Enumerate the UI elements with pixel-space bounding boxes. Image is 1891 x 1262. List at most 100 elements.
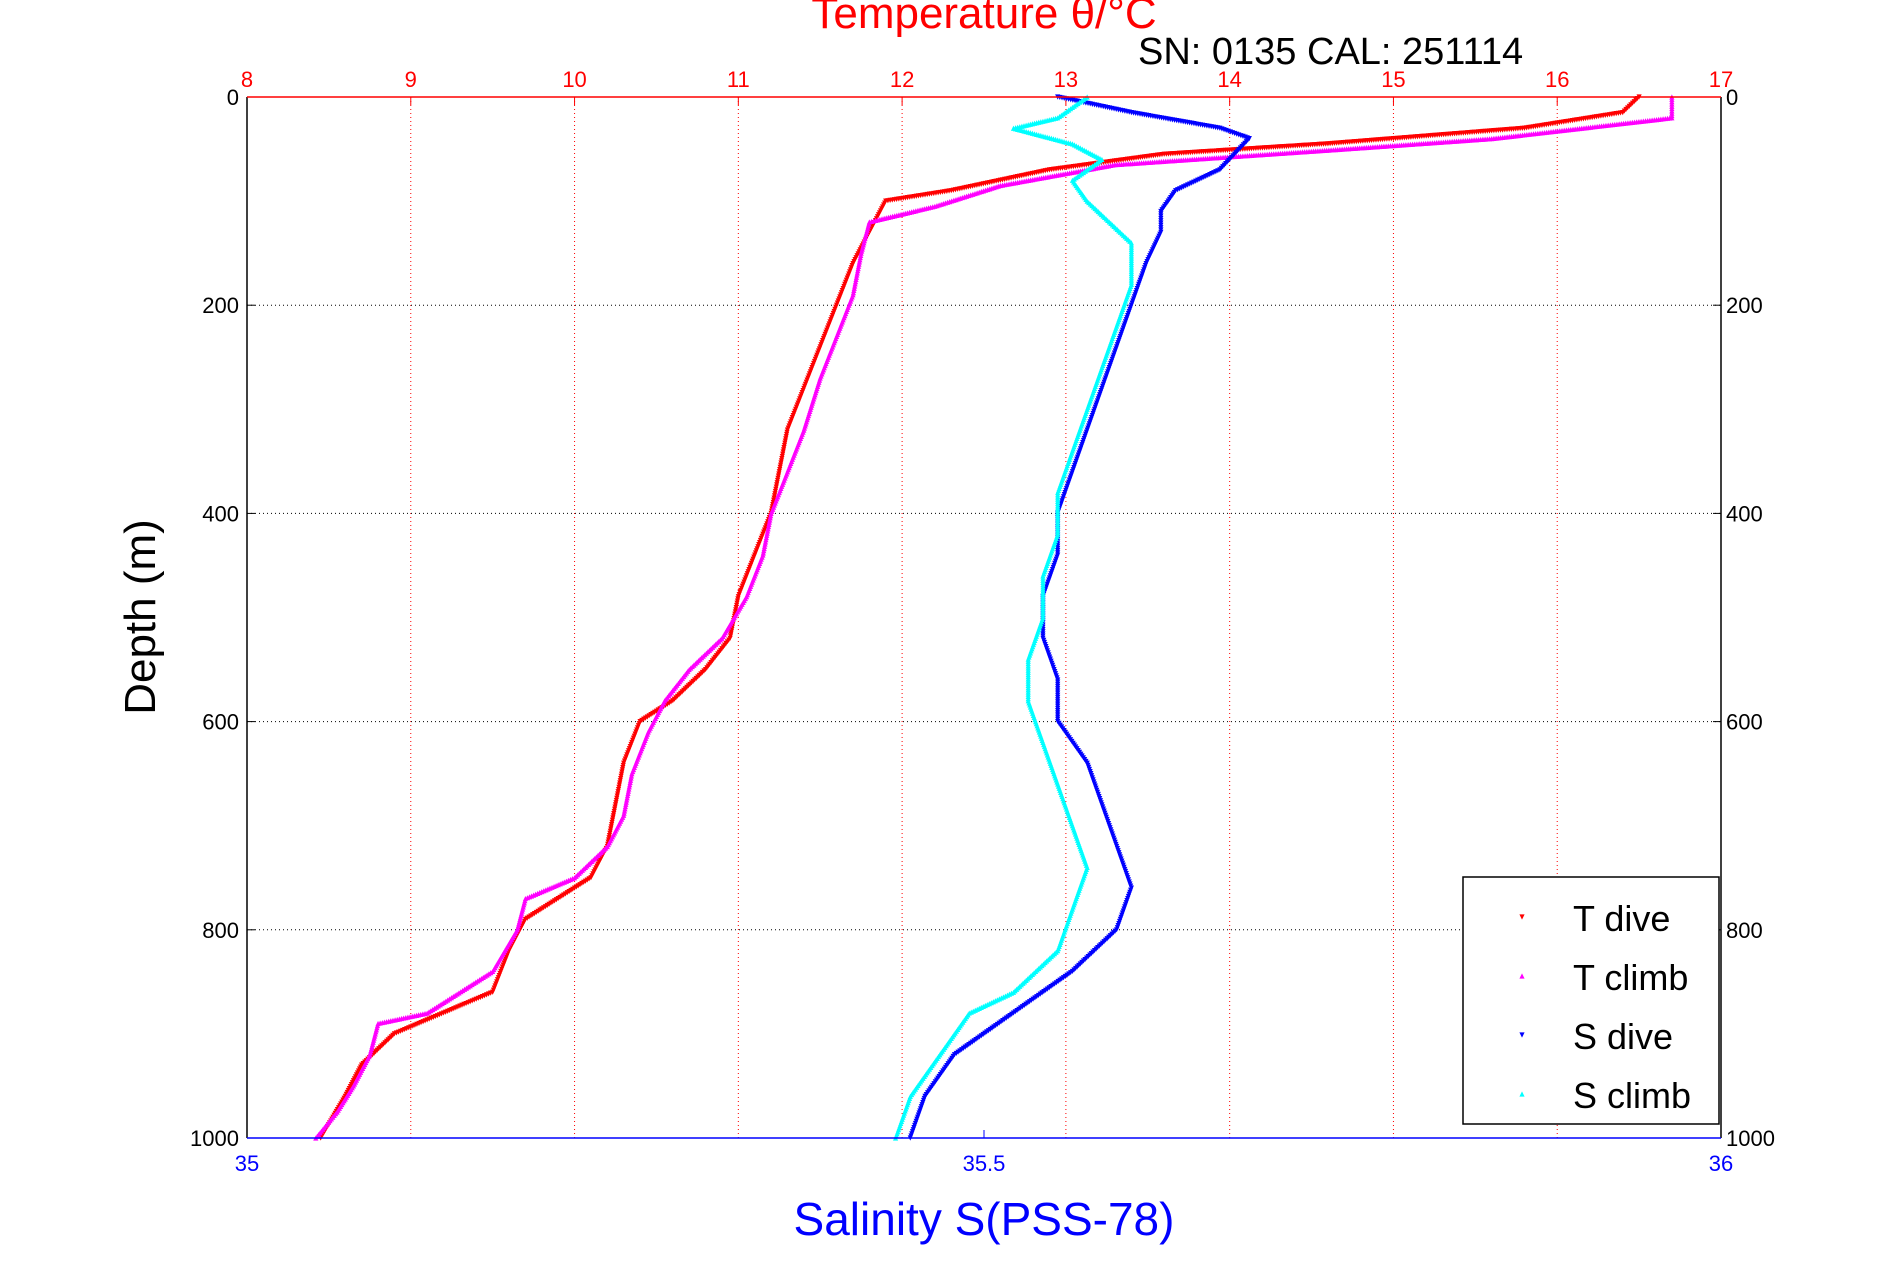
data-point	[763, 537, 769, 543]
legend-label: S climb	[1573, 1075, 1691, 1116]
legend: T dive T climb S dive S climb	[1462, 876, 1720, 1125]
data-point	[855, 263, 862, 269]
data-point	[762, 539, 769, 545]
data-point	[763, 534, 769, 541]
data-point	[850, 289, 857, 296]
data-point	[853, 276, 859, 283]
data-point	[761, 545, 767, 552]
data-point	[766, 521, 772, 527]
data-point	[854, 270, 860, 276]
data-point	[624, 797, 630, 803]
depth-tick-label-right: 400	[1726, 501, 1763, 526]
salinity-tick-label: 36	[1709, 1151, 1733, 1176]
depth-tick-label-left: 400	[202, 501, 239, 526]
data-point	[851, 285, 857, 291]
data-point	[762, 541, 768, 547]
data-point	[764, 532, 770, 538]
depth-tick-label-left: 0	[227, 85, 239, 110]
data-point	[852, 279, 859, 285]
grid	[246, 96, 1722, 1139]
data-point	[851, 287, 857, 294]
data-point	[765, 523, 772, 530]
data-point	[766, 519, 772, 525]
legend-label: T dive	[1573, 898, 1670, 939]
data-point	[627, 779, 633, 786]
depth-tick-label-right: 0	[1726, 85, 1738, 110]
data-point	[855, 268, 861, 274]
temperature-tick-label: 17	[1709, 67, 1733, 92]
depth-tick-label-right: 800	[1726, 918, 1763, 943]
legend-box	[1462, 876, 1720, 1125]
salinity-tick-label: 35.5	[963, 1151, 1006, 1176]
data-point	[852, 281, 858, 287]
data-point	[767, 517, 773, 523]
x-axis-label: Salinity S(PSS-78)	[794, 1193, 1175, 1245]
data-point	[857, 254, 863, 261]
data-point	[768, 512, 774, 519]
data-point	[626, 784, 632, 790]
depth-tick-label-left: 600	[202, 710, 239, 735]
data-point	[858, 252, 864, 258]
data-point	[629, 771, 635, 777]
data-point	[767, 515, 773, 521]
legend-marker	[1519, 914, 1525, 920]
data-point	[761, 548, 767, 554]
data-point	[760, 550, 766, 556]
data-point	[626, 786, 632, 792]
depth-tick-label-right: 200	[1726, 293, 1763, 318]
data-point	[856, 261, 862, 267]
data-point	[624, 792, 631, 799]
tick-labels: 8 9 10 11 12 13 14 15 16 17 35 35.5 36 0 0 200 200 400 400…	[190, 67, 1775, 1176]
chart-subtitle: SN: 0135 CAL: 251114	[1138, 31, 1523, 73]
legend-items: T dive T climb S dive S climb	[1519, 898, 1691, 1116]
depth-tick-label-left: 800	[202, 918, 239, 943]
data-point	[624, 795, 630, 801]
data-point	[765, 526, 771, 532]
data-point	[764, 530, 770, 536]
series-layer	[313, 94, 1675, 1141]
legend-label: T climb	[1573, 957, 1688, 998]
data-point	[628, 775, 634, 781]
series-s-climb	[892, 94, 1134, 1141]
series-t-dive	[318, 94, 1642, 1141]
data-point	[856, 259, 863, 265]
data-point	[853, 274, 860, 280]
legend-marker	[1519, 973, 1525, 979]
temperature-tick-label: 16	[1545, 67, 1569, 92]
data-point	[621, 808, 628, 814]
data-point	[854, 272, 860, 278]
data-point	[622, 806, 628, 812]
temperature-tick-label: 8	[241, 67, 253, 92]
data-point	[765, 528, 771, 534]
y-axis-label: Depth (m)	[116, 519, 165, 715]
depth-tick-label-right: 1000	[1726, 1126, 1775, 1151]
data-point	[623, 799, 629, 805]
data-point	[623, 801, 629, 807]
data-point	[855, 265, 861, 272]
data-point	[762, 543, 768, 549]
data-point	[622, 803, 629, 810]
depth-tick-label-left: 200	[202, 293, 239, 318]
data-point	[768, 510, 774, 516]
temperature-tick-label: 10	[562, 67, 586, 92]
axes	[246, 96, 1722, 1139]
temperature-tick-label: 15	[1381, 67, 1405, 92]
salinity-tick-label: 35	[235, 1151, 259, 1176]
data-point	[625, 790, 631, 796]
legend-marker	[1519, 1091, 1525, 1097]
data-point	[627, 777, 634, 783]
data-point	[627, 782, 633, 788]
data-point	[621, 810, 627, 816]
depth-tick-label-right: 600	[1726, 710, 1763, 735]
temperature-tick-label: 14	[1217, 67, 1241, 92]
data-point	[858, 250, 864, 256]
data-point	[628, 773, 635, 779]
data-point	[857, 257, 863, 263]
data-point	[625, 788, 632, 794]
chart-title: Temperature θ/°C	[811, 0, 1156, 38]
legend-label: S dive	[1573, 1016, 1673, 1057]
legend-marker	[1519, 1032, 1525, 1038]
series-t-climb	[313, 94, 1675, 1141]
temperature-tick-label: 12	[890, 67, 914, 92]
